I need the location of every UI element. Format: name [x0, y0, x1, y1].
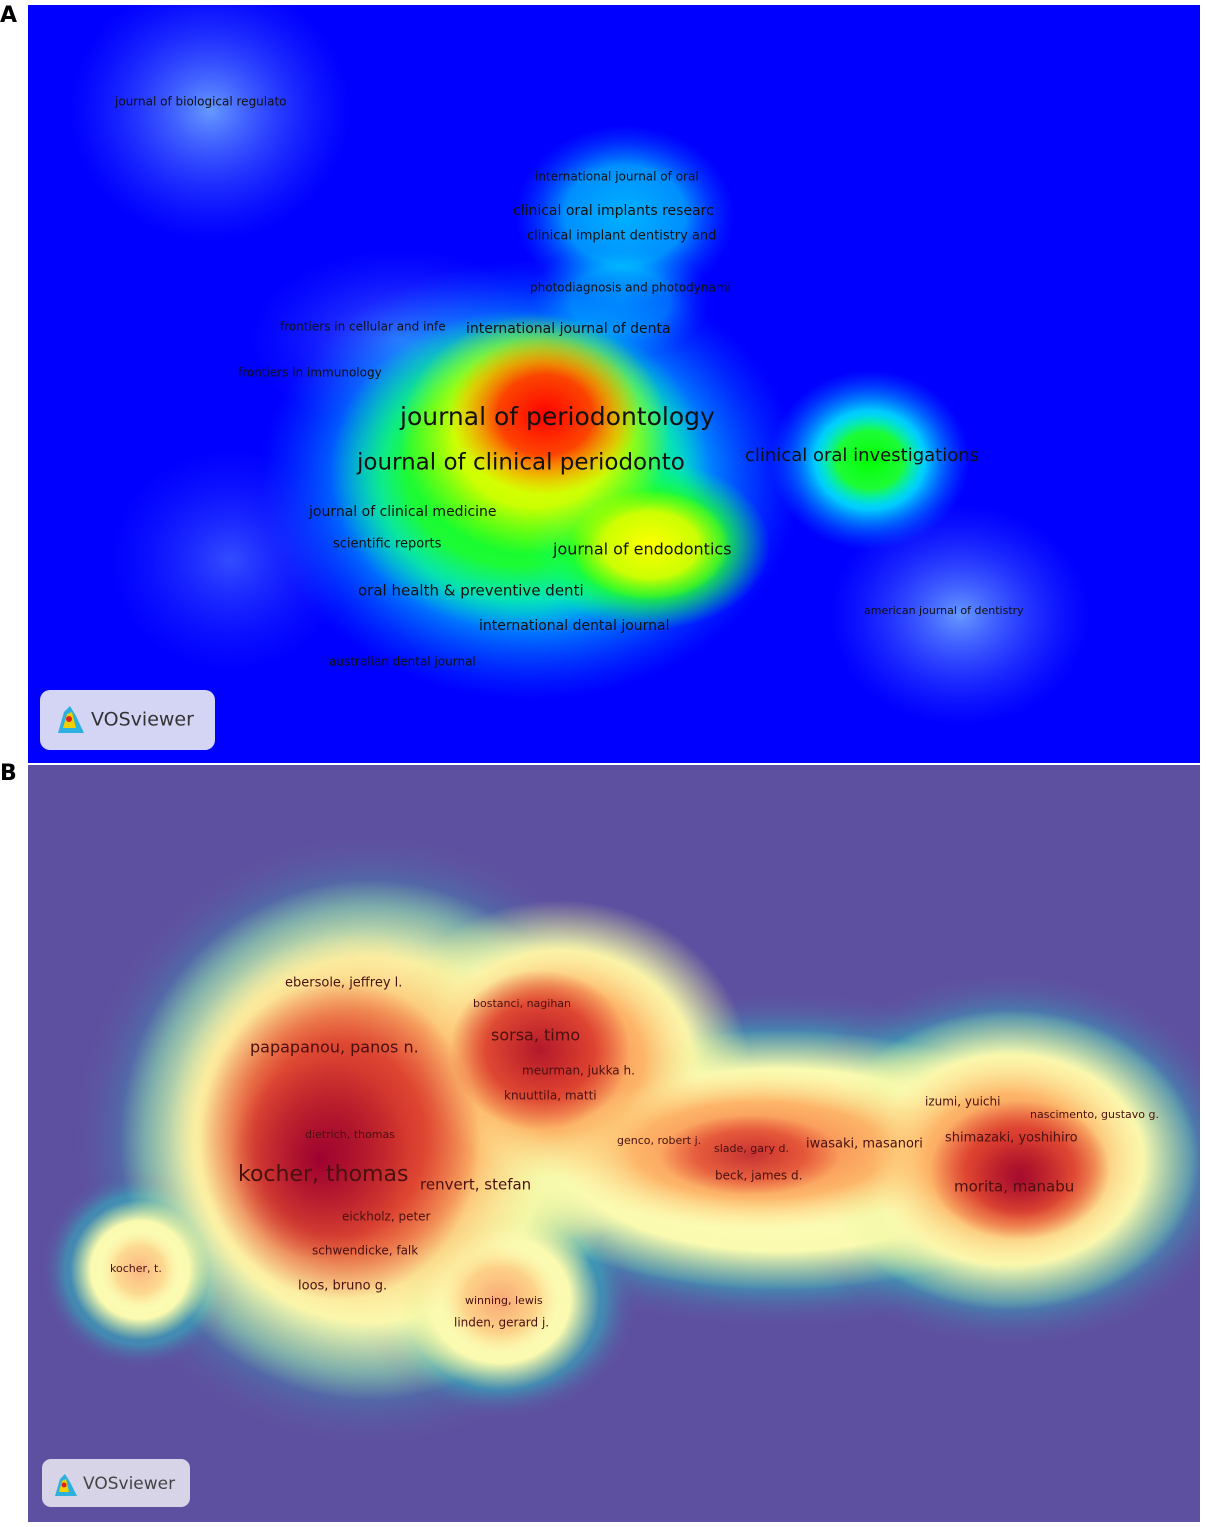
node-label: international journal of denta: [466, 321, 671, 337]
node-label: morita, manabu: [954, 1178, 1074, 1196]
node-label: frontiers in immunology: [238, 366, 382, 380]
node-label: schwendicke, falk: [312, 1244, 418, 1258]
node-label: renvert, stefan: [420, 1176, 531, 1194]
logo-text: VOSviewer: [83, 1474, 175, 1494]
node-label: australian dental journal: [329, 655, 476, 669]
panel-letter: A: [0, 3, 17, 28]
node-label: journal of clinical medicine: [308, 504, 497, 520]
node-label: eickholz, peter: [342, 1210, 431, 1224]
node-label: shimazaki, yoshihiro: [945, 1131, 1078, 1146]
logo-box: [40, 690, 215, 750]
node-label: journal of clinical periodonto: [356, 450, 685, 476]
node-label: ebersole, jeffrey l.: [285, 976, 402, 991]
node-label: journal of endodontics: [552, 540, 732, 559]
node-label: oral health & preventive denti: [358, 582, 584, 600]
density-map-a: journal of biological regulato internati…: [28, 5, 1200, 763]
node-label: international journal of oral: [535, 170, 699, 184]
node-label: izumi, yuichi: [925, 1095, 1000, 1109]
node-label: dietrich, thomas: [305, 1128, 395, 1141]
node-label: linden, gerard j.: [454, 1316, 549, 1330]
node-label: scientific reports: [333, 537, 442, 552]
node-label: frontiers in cellular and infe: [280, 320, 446, 334]
node-label: international dental journal: [479, 618, 670, 634]
node-label: clinical oral investigations: [745, 445, 979, 466]
node-label: genco, robert j.: [617, 1134, 701, 1147]
node-label: loos, bruno g.: [298, 1279, 387, 1294]
node-label: journal of biological regulato: [114, 95, 287, 109]
density-map-b: ebersole, jeffrey l. bostanci, nagihan s…: [28, 765, 1200, 1522]
node-label: clinical implant dentistry and: [527, 229, 716, 244]
node-label: nascimento, gustavo g.: [1030, 1108, 1159, 1121]
node-label: american journal of dentistry: [864, 604, 1024, 617]
logo-box: [42, 1459, 190, 1507]
node-label: bostanci, nagihan: [473, 997, 571, 1010]
node-label: meurman, jukka h.: [522, 1064, 635, 1078]
node-label: clinical oral implants researc: [513, 203, 714, 219]
node-label: beck, james d.: [715, 1169, 802, 1183]
node-label: journal of periodontology: [399, 402, 715, 431]
node-label: papapanou, panos n.: [250, 1038, 419, 1057]
node-label: kocher, thomas: [238, 1162, 408, 1187]
node-label: photodiagnosis and photodynami: [530, 281, 731, 295]
panel-letter: B: [0, 761, 17, 786]
node-label: kocher, t.: [110, 1262, 162, 1275]
node-label: iwasaki, masanori: [806, 1137, 923, 1152]
node-label: sorsa, timo: [491, 1026, 580, 1045]
node-label: knuuttila, matti: [504, 1089, 597, 1103]
node-label: slade, gary d.: [714, 1142, 789, 1155]
node-label: winning, lewis: [465, 1294, 543, 1307]
logo-text: VOSviewer: [91, 709, 194, 731]
